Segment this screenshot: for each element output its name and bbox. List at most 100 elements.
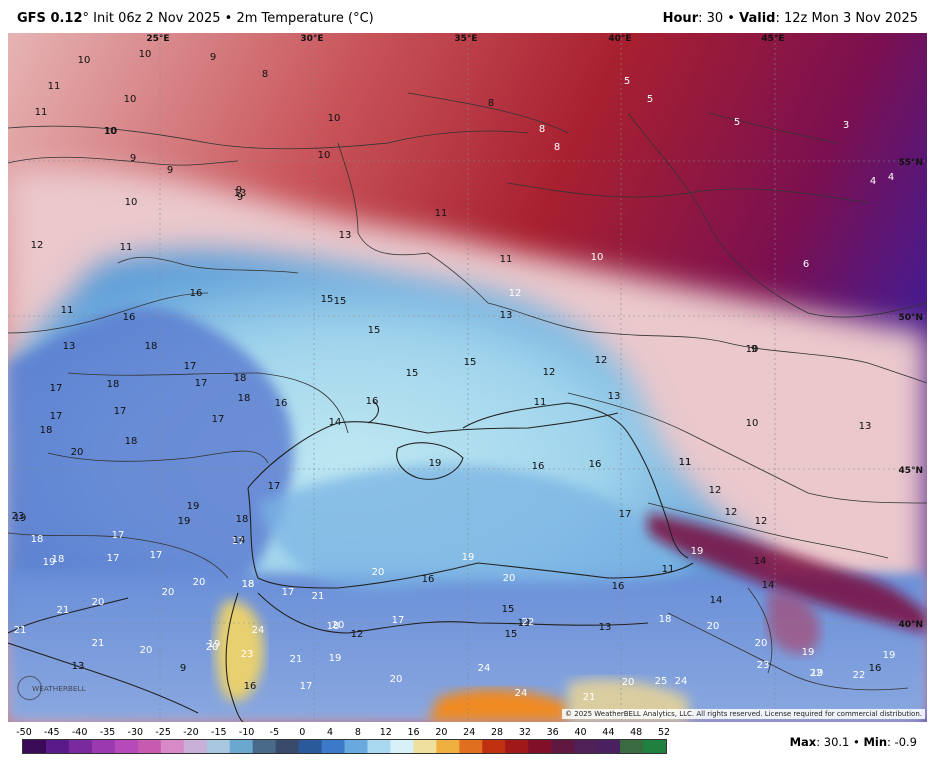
- colorbar-ticks: -50 -45 -40 -35 -30 -25 -20 -15 -10 -5 0 4 8 12 16 20 24…: [16, 727, 671, 739]
- temperature-label: 10: [318, 150, 331, 161]
- temperature-label: 18: [125, 436, 138, 447]
- temperature-label: 19: [429, 458, 442, 469]
- temperature-label: 10: [746, 418, 759, 429]
- temperature-label: 15: [321, 294, 334, 305]
- temperature-label: 9: [237, 192, 243, 203]
- temperature-label: 23: [12, 511, 25, 522]
- colorbar-swatch: [597, 740, 621, 753]
- temperature-label: 20: [193, 577, 206, 588]
- temperature-label: 19: [208, 639, 221, 650]
- temperature-label: 20: [332, 620, 345, 631]
- colorbar-tick-label: -50: [16, 727, 32, 738]
- temperature-label: 20: [503, 573, 516, 584]
- temperature-label: 18: [52, 554, 65, 565]
- temperature-label: 16: [275, 398, 288, 409]
- lon-label-45e: 45°E: [761, 34, 784, 44]
- temperature-label: 16: [366, 396, 379, 407]
- temperature-label: 17: [50, 383, 63, 394]
- temperature-label: 17: [150, 550, 163, 561]
- temperature-label: 5: [647, 94, 653, 105]
- temperature-label: 6: [803, 259, 809, 270]
- temperature-label: 16: [244, 681, 257, 692]
- temperature-label: 18: [145, 341, 158, 352]
- temperature-label: 10: [104, 126, 117, 137]
- colorbar-tick-label: 52: [657, 727, 671, 738]
- min-label: Min: [863, 735, 888, 749]
- black-sea: [258, 464, 688, 591]
- colorbar-swatch: [390, 740, 414, 753]
- temperature-label: 18: [238, 393, 251, 404]
- temperature-label: 11: [534, 397, 547, 408]
- lon-label-40e: 40°E: [608, 34, 631, 44]
- temperature-label: 19: [462, 552, 475, 563]
- balkan-cool-region: [8, 307, 294, 633]
- colorbar-swatch: [68, 740, 93, 753]
- colorbar-tick-label: 12: [379, 727, 392, 738]
- temperature-label: 20: [140, 645, 153, 656]
- temperature-label: 22: [810, 668, 823, 679]
- valid-label: Valid: [739, 11, 776, 26]
- colorbar-swatch: [505, 740, 529, 753]
- temperature-label: 11: [662, 564, 675, 575]
- temperature-label: 24: [252, 625, 265, 636]
- colorbar-tick-label: -35: [99, 727, 116, 738]
- temperature-label: 9: [236, 185, 242, 196]
- colorbar-tick-label: 48: [630, 727, 643, 738]
- temperature-label: 20: [162, 587, 175, 598]
- temperature-label: 9: [210, 52, 216, 63]
- temperature-label: 14: [329, 417, 342, 428]
- temperature-label: 10: [124, 94, 137, 105]
- colorbar-swatch: [413, 740, 437, 753]
- temperature-label: 4: [888, 172, 894, 183]
- temperature-label: 17: [212, 414, 225, 425]
- temperature-label: 13: [518, 618, 531, 629]
- colorbar-tick-label: -20: [183, 727, 199, 738]
- temperature-label: 19: [691, 546, 704, 557]
- min-value: : -0.9: [887, 735, 917, 749]
- temperature-label: 14: [710, 595, 723, 606]
- temperature-label: 13: [72, 661, 85, 672]
- temperature-label: 20: [206, 642, 219, 653]
- temperature-label: 10: [591, 252, 604, 263]
- temperature-label: 24: [478, 663, 491, 674]
- colorbar-tick-label: 32: [518, 727, 531, 738]
- temperature-label: 13: [339, 230, 352, 241]
- temperature-label: 10: [105, 126, 118, 137]
- temperature-label: 15: [464, 357, 477, 368]
- temperature-label: 21: [92, 638, 105, 649]
- temperature-label: 10: [139, 49, 152, 60]
- colorbar-tick-label: 4: [327, 727, 334, 738]
- temperature-label: 10: [78, 55, 91, 66]
- temperature-label: 9: [751, 344, 757, 355]
- hour-label: Hour: [662, 11, 699, 26]
- colorbar-swatch: [298, 740, 323, 753]
- temperature-label: 9: [167, 165, 173, 176]
- temperature-label: 14: [754, 556, 767, 567]
- colorbar-tick-label: -25: [155, 727, 171, 738]
- colorbar-tick-label: 36: [546, 727, 559, 738]
- temperature-label: 16: [612, 581, 625, 592]
- graticule: [8, 33, 927, 722]
- temperature-label: 13: [500, 310, 513, 321]
- temperature-label: 18: [327, 621, 340, 632]
- colorbar-swatch: [551, 740, 575, 753]
- temperature-label: 11: [61, 305, 74, 316]
- temperature-label: 20: [71, 447, 84, 458]
- temperature-label: 8: [539, 124, 545, 135]
- temperature-label: 18: [234, 373, 247, 384]
- temperature-label: 11: [435, 208, 448, 219]
- temperature-label: 17: [50, 411, 63, 422]
- temperature-label: 16: [589, 459, 602, 470]
- temperature-label: 18: [31, 534, 44, 545]
- colorbar-tick-label: -15: [211, 727, 227, 738]
- temperature-label: 19: [178, 516, 191, 527]
- colorbar-tick-label: 28: [490, 727, 504, 738]
- coastlines: [8, 400, 694, 722]
- colorbar-swatch: [183, 740, 208, 753]
- temperature-label: 11: [35, 107, 48, 118]
- temperature-label: 3: [843, 120, 849, 131]
- temperature-label: 25: [655, 676, 668, 687]
- max-min-stats: Max: 30.1 • Min: -0.9: [790, 735, 917, 749]
- temperature-label: 20: [622, 677, 635, 688]
